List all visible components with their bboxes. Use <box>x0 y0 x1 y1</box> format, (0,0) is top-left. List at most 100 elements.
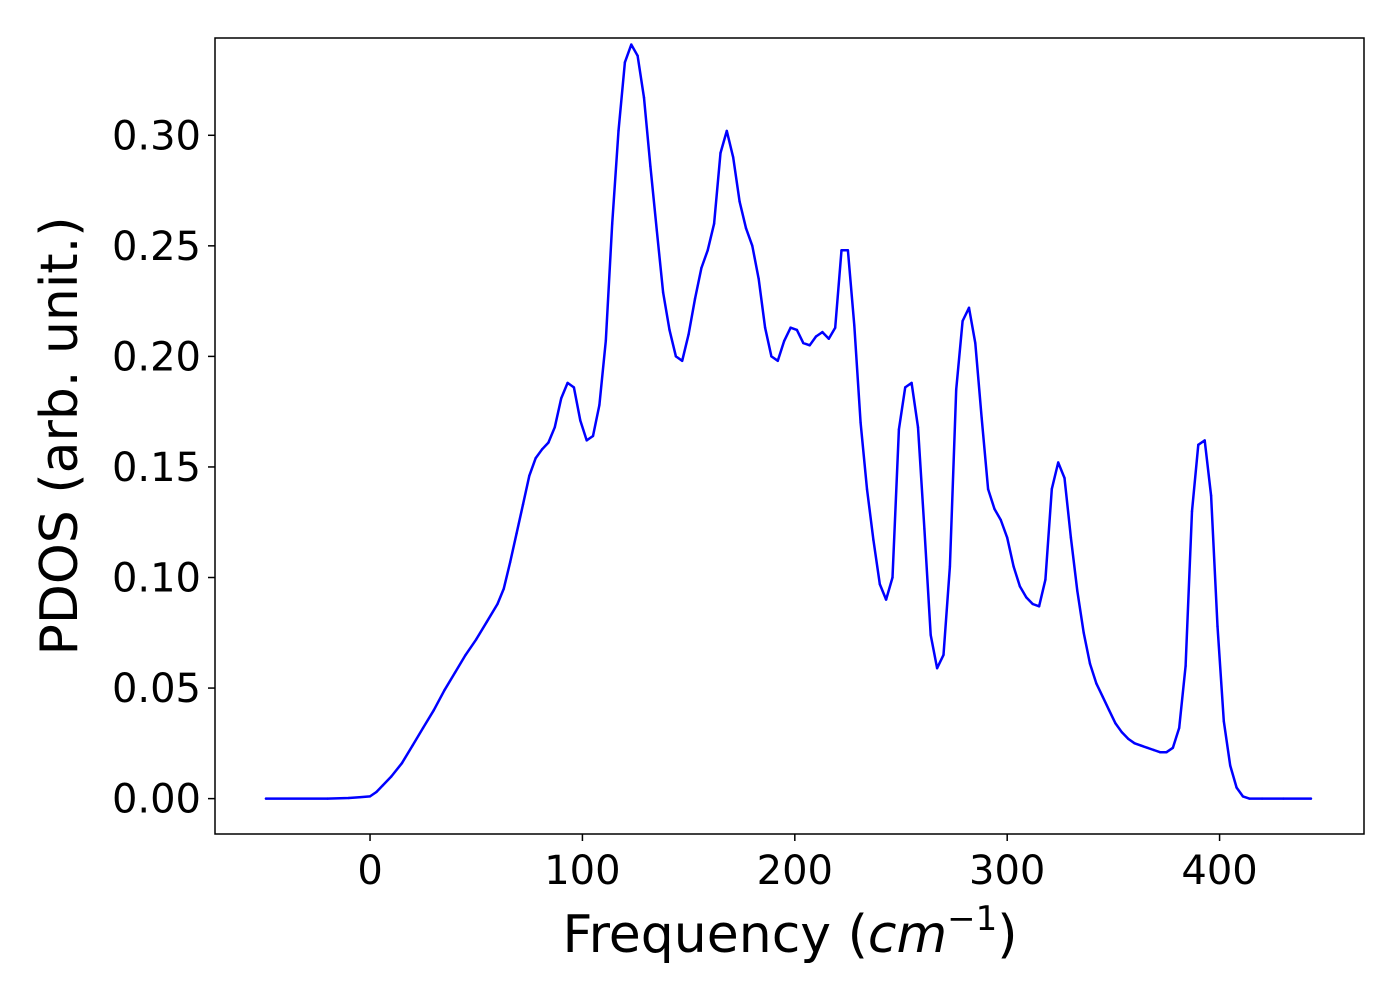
pdos-data-point <box>521 503 525 506</box>
pdos-data-point <box>1260 797 1264 800</box>
pdos-data-point <box>528 474 531 477</box>
pdos-data-point <box>1241 795 1245 798</box>
pdos-data-point <box>961 319 964 323</box>
pdos-data-point <box>955 388 958 391</box>
pdos-data-point <box>1282 797 1285 800</box>
pdos-data-point <box>496 602 499 606</box>
y-tick-label: 0.05 <box>112 666 201 712</box>
y-tick-label: 0.25 <box>112 224 201 270</box>
pdos-data-point <box>1012 565 1015 568</box>
x-tick-label: 200 <box>757 848 833 894</box>
pdos-data-point <box>432 709 435 712</box>
pdos-data-point <box>1025 596 1028 599</box>
pdos-data-point <box>649 165 652 168</box>
pdos-data-point <box>598 403 601 407</box>
pdos-data-point <box>1248 797 1251 800</box>
pdos-data-point <box>1146 746 1149 749</box>
pdos-data-point <box>630 43 633 46</box>
pdos-data-point <box>891 576 894 579</box>
pdos-data-point <box>974 341 977 345</box>
x-tick-label: 400 <box>1181 848 1257 894</box>
pdos-data-point <box>1044 578 1047 581</box>
pdos-data-point <box>814 335 818 338</box>
pdos-data-point <box>884 598 888 601</box>
pdos-data-point <box>1101 695 1105 699</box>
pdos-data-point <box>655 229 658 232</box>
pdos-data-point <box>687 333 690 336</box>
pdos-data-point <box>560 397 563 400</box>
pdos-data-point <box>789 326 792 329</box>
pdos-data-point <box>1165 751 1168 754</box>
x-tick-label: 0 <box>357 848 382 894</box>
pdos-data-point <box>1133 742 1136 745</box>
pdos-data-point <box>1082 631 1085 634</box>
pdos-data-point <box>795 328 799 332</box>
pdos-data-point <box>910 381 913 385</box>
y-axis-ticks: 0.00 0.05 0.10 0.15 0.20 0.25 0.30 <box>112 113 215 823</box>
pdos-data-point <box>668 328 671 332</box>
pdos-data-point <box>485 620 489 623</box>
pdos-data-point <box>1203 439 1206 442</box>
pdos-data-point <box>400 762 404 765</box>
pdos-data-point <box>853 324 856 327</box>
pdos-data-point <box>967 306 971 309</box>
pdos-data-point <box>948 565 952 568</box>
pdos-data-point <box>674 355 678 358</box>
pdos-data-point <box>865 487 869 491</box>
pdos-data-point <box>706 249 709 252</box>
x-axis-title: Frequency (cm−1) <box>562 899 1017 965</box>
pdos-data-point <box>897 428 901 431</box>
pdos-data-point <box>935 667 939 670</box>
pdos-data-point <box>923 527 926 531</box>
pdos-series-line <box>264 43 1313 800</box>
pdos-data-point <box>1057 461 1060 464</box>
pdos-data-point <box>579 419 582 422</box>
pdos-data-point <box>347 796 350 800</box>
pdos-data-point <box>1018 585 1022 588</box>
pdos-data-point <box>390 775 393 778</box>
pdos-data-point <box>846 249 850 252</box>
pdos-data-point <box>1095 682 1098 685</box>
x-axis-title-prefix: Frequency ( <box>562 905 867 965</box>
pdos-data-point <box>1209 494 1213 497</box>
pdos-data-point <box>719 151 722 155</box>
pdos-data-point <box>904 386 907 389</box>
x-tick-label: 300 <box>969 848 1045 894</box>
pdos-data-point <box>611 222 614 225</box>
pdos-data-point <box>993 507 996 511</box>
pdos-data-point <box>547 441 550 444</box>
x-axis-title-suffix: ) <box>997 905 1017 965</box>
pdos-data-point <box>738 200 741 203</box>
pdos-data-point <box>591 434 595 438</box>
pdos-data-point <box>661 291 665 294</box>
pdos-data-point <box>1088 662 1092 665</box>
pdos-data-point <box>1178 726 1181 730</box>
pdos-data-point <box>540 448 544 451</box>
pdos-data-point <box>1037 605 1041 608</box>
pdos-data-point <box>732 156 735 159</box>
pdos-data-point <box>475 638 478 641</box>
pdos-data-point <box>566 381 569 385</box>
pdos-data-point <box>443 689 446 692</box>
pdos-data-point <box>375 790 378 794</box>
pdos-data-point <box>999 518 1002 522</box>
pdos-data-point <box>872 538 875 542</box>
pdos-data-point <box>553 426 556 429</box>
pdos-data-point <box>725 129 728 133</box>
x-axis-title-unit: cm <box>868 905 947 965</box>
pdos-data-point <box>326 797 329 800</box>
pdos-data-point <box>464 653 467 657</box>
pdos-data-point <box>1006 536 1009 539</box>
pdos-data-point <box>783 339 786 343</box>
pdos-data-point <box>942 653 945 657</box>
pdos-data-point <box>693 297 697 301</box>
x-axis-ticks: 0 100 200 300 400 <box>357 834 1258 894</box>
y-axis-title: PDOS (arb. unit.) <box>30 216 90 655</box>
pdos-data-point <box>827 337 830 340</box>
pdos-data-point <box>821 330 824 334</box>
pdos-data-point <box>916 426 920 429</box>
pdos-data-point <box>585 439 588 442</box>
y-tick-label: 0.15 <box>112 445 201 491</box>
